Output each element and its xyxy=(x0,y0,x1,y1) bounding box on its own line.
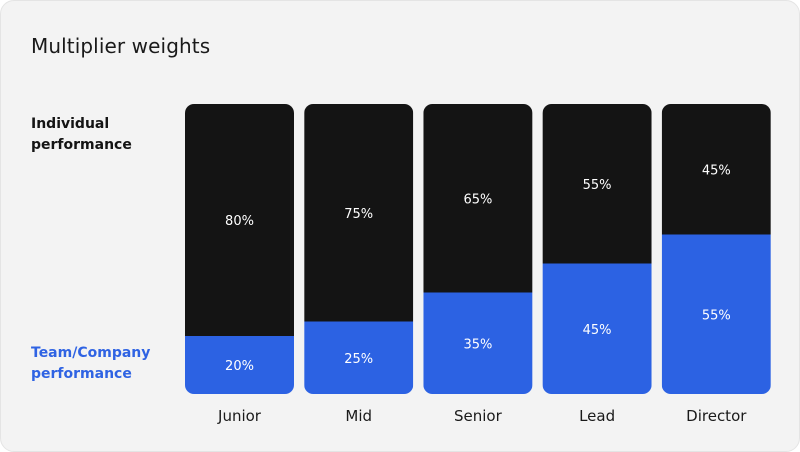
team-value-label: 35% xyxy=(463,337,492,352)
individual-bar-lead xyxy=(542,104,652,264)
individual-value-label: 75% xyxy=(344,207,373,222)
bar-group-junior xyxy=(185,104,294,394)
bar-group-mid xyxy=(304,104,414,394)
category-label-senior: Senior xyxy=(454,407,503,425)
individual-bar-junior xyxy=(185,104,294,336)
chart-title: Multiplier weights xyxy=(31,34,211,58)
individual-performance-label: Individual performance xyxy=(31,116,132,153)
team-bar-junior xyxy=(185,336,294,394)
individual-bar-mid xyxy=(304,104,414,322)
individual-bar-senior xyxy=(423,104,533,293)
individual-value-label: 80% xyxy=(225,214,254,229)
bar-group-lead xyxy=(542,104,652,394)
category-label-mid: Mid xyxy=(345,407,372,425)
individual-value-label: 45% xyxy=(702,163,731,178)
team-bar-director xyxy=(661,234,771,394)
team-value-label: 45% xyxy=(583,323,612,338)
bar-group-director xyxy=(661,104,771,394)
team-bar-lead xyxy=(542,263,652,394)
individual-value-label: 55% xyxy=(583,178,612,193)
team-value-label: 55% xyxy=(702,308,731,323)
category-label-lead: Lead xyxy=(579,407,615,425)
individual-bar-director xyxy=(661,104,771,235)
bar-group-senior xyxy=(423,104,533,394)
individual-value-label: 65% xyxy=(463,192,492,207)
team-company-performance-label: Team/Company performance xyxy=(31,345,151,382)
team-value-label: 25% xyxy=(344,352,373,367)
team-value-label: 20% xyxy=(225,359,254,374)
team-bar-mid xyxy=(304,321,414,394)
category-label-junior: Junior xyxy=(217,407,262,425)
team-bar-senior xyxy=(423,292,533,394)
category-label-director: Director xyxy=(686,407,747,425)
